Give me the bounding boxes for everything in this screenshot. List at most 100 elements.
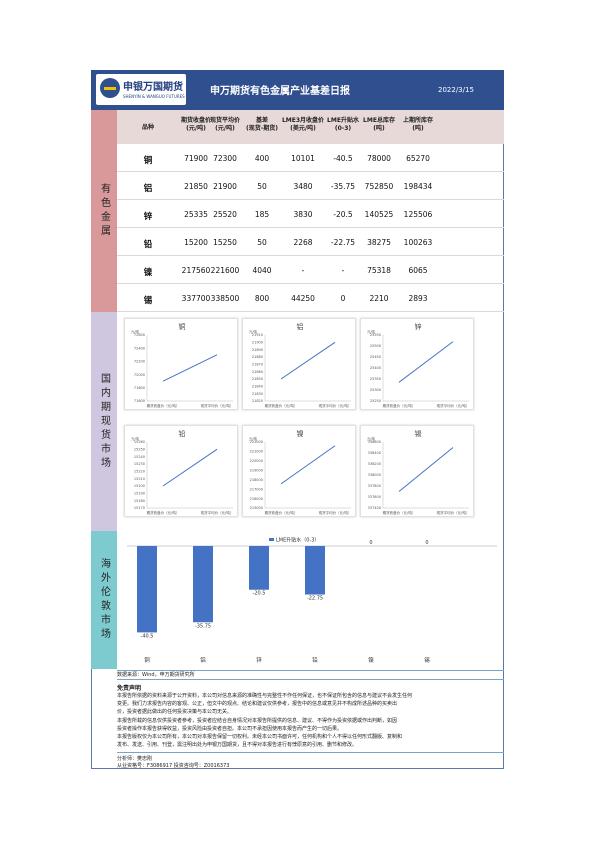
chart-svg: 铝元/吨 21820 21830 21840 21850 21860 21870 21880 2… [249, 322, 351, 408]
y-tick-label: 21830 [252, 392, 263, 396]
table-cell: 0 [340, 294, 346, 303]
table-header-cell: 品种 [141, 124, 154, 131]
table-header-cell: LME3月收盘价 (美元/吨) [281, 117, 325, 132]
lme-bar [193, 546, 213, 623]
table-row-divider [117, 171, 504, 172]
y-tick-label: 222000 [250, 440, 263, 444]
category-label: 铅 [312, 656, 318, 664]
chart-unit: 元/吨 [249, 436, 258, 441]
table-row-divider [117, 255, 504, 256]
logo-subtitle: SHENYIN & WANGUO FUTURES [123, 94, 185, 99]
y-tick-label: 221000 [250, 450, 263, 454]
y-tick-label: 25250 [370, 399, 381, 403]
category-label: 铜 [144, 656, 150, 664]
section-nonferrous: 有色金属 [91, 110, 117, 312]
chart-铜: 铜元/吨 71600 71800 72000 72200 72400 72600 期货收盘价（… [124, 318, 238, 410]
y-tick-label: 25400 [370, 366, 381, 370]
table-cell: 3480 [293, 182, 313, 191]
table-cell: 72300 [213, 154, 237, 163]
section-domestic-label: 国内期现货市场 [98, 372, 110, 471]
y-tick-label: 25550 [370, 333, 381, 337]
chart-镍: 镍元/吨 215000 216000 217000 218000 219000 220000… [242, 425, 356, 517]
report-title: 申万期货有色金属产业基差日报 [210, 86, 350, 97]
disclaimer-line: 本报告所载的信息仅供投资者参考，投资者应结合自身情况对本报告所提供的信息、建议、… [117, 717, 398, 724]
chart-svg: 镍元/吨 215000 216000 217000 218000 219000 220000… [249, 429, 351, 515]
disclaimer-line: 变更。我们力求报告内容的客观、公正，但文中的观点、结论和建议仅供参考，报告中的信… [117, 701, 398, 708]
chart-svg: 铅元/吨 15170 15180 15190 15200 15210 15220 15230 1… [131, 429, 233, 515]
table-cell: 2210 [369, 294, 389, 303]
y-tick-label: 21850 [252, 377, 263, 381]
chart-unit: 元/吨 [131, 329, 140, 334]
table-cell: 125506 [403, 210, 433, 219]
series-line [162, 448, 218, 487]
y-tick-label: 15260 [134, 440, 145, 444]
table-cell: 15250 [213, 238, 237, 247]
table-header-cell: LME升贴水 (0-3) [327, 117, 359, 132]
y-tick-label: 72000 [134, 373, 145, 377]
y-tick-label: 218000 [250, 478, 263, 482]
y-tick-label: 338600 [368, 440, 381, 444]
disclaimer-line: 价，投资者据此做出的任何投资决策与本公司无关。 [117, 709, 233, 716]
chart-unit: 元/吨 [367, 329, 376, 334]
analyst-name: 分析师：樊忠刚 [117, 756, 153, 762]
table-cell: 38275 [367, 238, 391, 247]
lme-bar [137, 546, 157, 633]
series-line [398, 447, 454, 492]
table-row-divider [117, 311, 504, 312]
table-cell: 2268 [293, 238, 313, 247]
table-cell: 217560 [181, 266, 211, 275]
x-tick-label: 现货平均价（元/吨） [201, 403, 234, 408]
lme-bar [249, 546, 269, 590]
table-cell: 140525 [364, 210, 394, 219]
x-tick-label: 现货平均价（元/吨） [437, 403, 470, 408]
footer-divider-source [117, 679, 504, 680]
table-cell: 21850 [184, 182, 208, 191]
y-tick-label: 21890 [252, 348, 263, 352]
y-tick-label: 21910 [252, 333, 263, 337]
y-tick-label: 21900 [252, 341, 263, 345]
y-tick-label: 25350 [370, 377, 381, 381]
x-tick-label: 期货收盘价（元/吨） [147, 403, 180, 408]
x-tick-label: 期货收盘价（元/吨） [147, 510, 180, 515]
table-header-cell: 现货平均价 (元/吨) [209, 117, 240, 132]
y-tick-label: 217000 [250, 487, 263, 491]
table-cell: 800 [254, 294, 270, 303]
metal-name: 锡 [143, 296, 153, 306]
bar-data-label: 0 [369, 540, 372, 546]
chart-title: 镍 [297, 429, 304, 438]
table-cell: -40.5 [333, 154, 353, 163]
section-overseas-label: 海外伦敦市场 [98, 558, 110, 642]
table-cell: 25335 [184, 210, 208, 219]
chart-锌: 锌元/吨 25250 25300 25350 25400 25450 25500 25550 期… [360, 318, 474, 410]
y-tick-label: 216000 [250, 497, 263, 501]
series-line [280, 445, 336, 485]
table-cell: 2893 [408, 294, 428, 303]
y-tick-label: 338200 [368, 462, 381, 466]
y-tick-label: 338400 [368, 451, 381, 455]
y-tick-label: 15190 [134, 492, 145, 496]
y-tick-label: 25500 [370, 344, 381, 348]
y-tick-label: 25450 [370, 355, 381, 359]
table-cell: 338500 [210, 294, 240, 303]
y-tick-label: 220000 [250, 459, 263, 463]
y-tick-label: 72200 [134, 360, 145, 364]
y-tick-label: 15230 [134, 462, 145, 466]
table-cell: 337700 [181, 294, 211, 303]
chart-svg: 铜元/吨 71600 71800 72000 72200 72400 72600 期货收盘价（… [131, 322, 234, 408]
table-row-divider [117, 227, 504, 228]
table-cell: 50 [257, 238, 267, 247]
lme-chart-svg: LME升贴水（0-3） -40.5 铜 -35.75 铝 -20.5 锌 -22.75 铅 0 镍 0… [127, 537, 497, 664]
table-cell: -20.5 [333, 210, 353, 219]
chart-title: 锌 [415, 322, 422, 331]
metal-name: 铝 [143, 184, 153, 194]
disclaimer-line: 本报告所依据的资料来源于公开资料，本公司对信息来源的准确性与完整性不作任何保证，… [117, 693, 413, 699]
series-line [280, 341, 336, 380]
table-header-cell: LME总库存 (吨) [363, 117, 395, 132]
chart-unit: 元/吨 [131, 436, 140, 441]
bar-data-label: -22.75 [307, 596, 323, 602]
table-cell: 100263 [403, 238, 433, 247]
y-tick-label: 219000 [250, 468, 263, 472]
y-tick-label: 21870 [252, 363, 263, 367]
table-row-divider [117, 283, 504, 284]
lme-bar [305, 546, 325, 595]
